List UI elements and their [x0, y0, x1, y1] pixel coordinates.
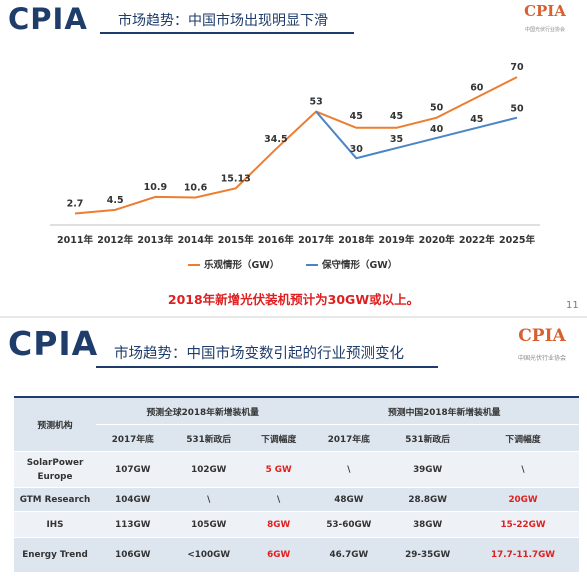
data-label: 15.13 — [221, 173, 251, 184]
data-label: 4.5 — [107, 195, 124, 206]
table-cell: 8GW — [247, 511, 310, 538]
optimistic-series-line — [74, 76, 518, 215]
table-cell: <100GW — [169, 537, 248, 572]
x-tick-label: 2025年 — [499, 234, 535, 246]
table-cell: 5 GW — [247, 451, 310, 488]
data-label: 60 — [470, 82, 484, 93]
header-global-after-531: 531新政后 — [169, 424, 248, 452]
table-cell: 39GW — [388, 451, 468, 488]
table-cell: 105GW — [169, 511, 248, 538]
cpia-logo: CPIA 中国光伏行业协会 — [518, 0, 572, 36]
x-tick-label: 2014年 — [178, 234, 214, 246]
slide-forecast-changes: CPIA 市场趋势：中国市场变数引起的行业预测变化 CPIA 中国光伏行业协会 … — [0, 318, 587, 576]
table-cell: 15-22GW — [467, 511, 579, 538]
agency-name: Energy Trend — [14, 537, 96, 572]
data-label: 50 — [510, 104, 524, 115]
x-tick-label: 2020年 — [419, 234, 455, 246]
slide-subtitle: 市场趋势：中国市场出现明显下滑 — [118, 13, 328, 29]
data-label: 10.9 — [144, 182, 167, 193]
table-cell: \ — [169, 487, 248, 512]
data-label: 45 — [470, 114, 483, 125]
x-tick-label: 2013年 — [137, 234, 173, 246]
x-tick-label: 2011年 — [57, 234, 93, 246]
table-cell: 53-60GW — [309, 511, 389, 538]
header-agency: 预测机构 — [14, 396, 96, 452]
agency-name: IHS — [14, 511, 96, 538]
table-cell: 6GW — [247, 537, 310, 572]
conclusion-text: 2018年新增光伏装机预计为30GW或以上。 — [167, 292, 420, 307]
table-row: Energy Trend 106GW <100GW 6GW 46.7GW 29-… — [14, 537, 579, 572]
data-label: 40 — [430, 124, 444, 135]
data-label: 70 — [510, 62, 524, 73]
table-row: IHS 113GW 105GW 8GW 53-60GW 38GW 15-22GW — [14, 511, 579, 538]
agency-name: SolarPower Europe — [26, 457, 84, 482]
header-china-group: 预测中国2018年新增装机量 — [309, 396, 579, 425]
header-china-reduction: 下调幅度 — [467, 424, 579, 452]
agency-name: GTM Research — [14, 487, 96, 512]
table-cell: 102GW — [169, 451, 248, 488]
x-tick-label: 2018年 — [338, 234, 374, 246]
page-number: 11 — [566, 300, 579, 311]
agency-cell: SolarPower Europe — [14, 451, 96, 488]
table-cell: 29-35GW — [388, 537, 468, 572]
brand-title: CPIA — [8, 2, 88, 36]
data-label: 35 — [390, 134, 403, 145]
table-cell: 38GW — [388, 511, 468, 538]
table-row: GTM Research 104GW \ \ 48GW 28.8GW 20GW — [14, 487, 579, 512]
x-tick-label: 2022年 — [459, 234, 495, 246]
data-label: 2.7 — [67, 199, 84, 210]
header-global-reduction: 下调幅度 — [247, 424, 310, 452]
cpia-logo: CPIA 中国光伏行业协会 — [513, 324, 571, 366]
data-label: 53 — [309, 97, 322, 108]
table-cell: 107GW — [96, 451, 170, 488]
table-cell: 17.7-11.7GW — [467, 537, 579, 572]
data-label: 45 — [390, 111, 403, 122]
installation-forecast-chart: 2011年 2012年 2013年 2014年 2015年 2016年 2017年 2018年… — [50, 62, 540, 271]
table-cell: 28.8GW — [388, 487, 468, 512]
logo-text: CPIA — [518, 326, 566, 346]
logo-subtext: 中国光伏行业协会 — [517, 355, 566, 362]
table-row: SolarPower Europe 107GW 102GW 5 GW \ 39G… — [14, 451, 579, 488]
title-underline — [96, 366, 438, 368]
data-label: 50 — [430, 103, 444, 114]
legend-conservative-label: 保守情形（GW） — [321, 259, 397, 271]
data-label: 30 — [350, 144, 364, 155]
x-tick-label: 2019年 — [378, 234, 414, 246]
header-china-2017: 2017年底 — [309, 424, 389, 452]
legend-optimistic-label: 乐观情形（GW） — [204, 259, 279, 271]
x-tick-label: 2012年 — [97, 234, 133, 246]
table-cell: \ — [467, 451, 579, 488]
brand-title: CPIA — [8, 324, 99, 363]
title-underline — [100, 32, 354, 34]
data-label: 45 — [350, 111, 363, 122]
table-cell: 106GW — [96, 537, 170, 572]
x-tick-label: 2017年 — [298, 234, 334, 246]
slide-subtitle: 市场趋势：中国市场变数引起的行业预测变化 — [114, 346, 404, 362]
x-tick-label: 2015年 — [218, 234, 254, 246]
header-china-after-531: 531新政后 — [388, 424, 468, 452]
logo-text: CPIA — [524, 2, 566, 20]
table-cell: 113GW — [96, 511, 170, 538]
table-cell: 48GW — [309, 487, 389, 512]
table-cell: \ — [309, 451, 389, 488]
x-tick-label: 2016年 — [258, 234, 294, 246]
data-label: 34.5 — [264, 134, 287, 145]
header-global-2017: 2017年底 — [96, 424, 170, 452]
slide-gap — [0, 314, 587, 320]
logo-subtext: 中国光伏行业协会 — [524, 27, 565, 33]
table-cell: 46.7GW — [309, 537, 389, 572]
table-cell: 104GW — [96, 487, 170, 512]
conservative-series-line — [315, 110, 518, 160]
table-cell: 20GW — [467, 487, 579, 512]
forecast-table: 预测机构 预测全球2018年新增装机量 预测中国2018年新增装机量 2017年… — [14, 396, 579, 572]
header-global-group: 预测全球2018年新增装机量 — [96, 396, 310, 425]
data-label: 10.6 — [184, 183, 208, 194]
slide-market-decline: CPIA 市场趋势：中国市场出现明显下滑 CPIA 中国光伏行业协会 2011年… — [8, 0, 579, 311]
table-cell: \ — [247, 487, 310, 512]
